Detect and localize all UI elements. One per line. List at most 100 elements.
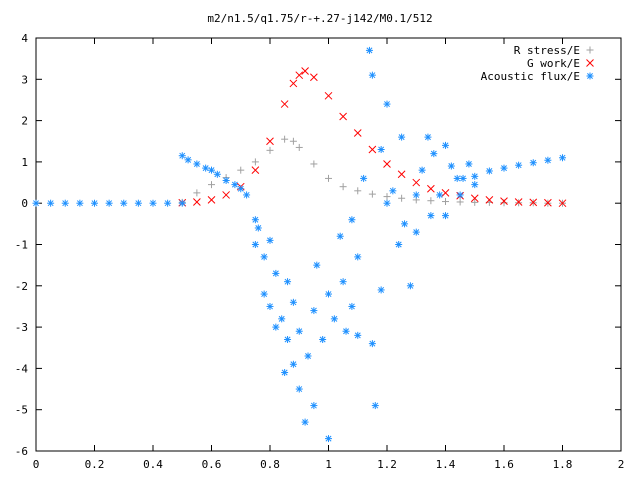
chart-title: m2/n1.5/q1.75/r-+.27-j142/M0.1/512 — [207, 12, 432, 25]
data-point — [427, 212, 435, 220]
data-point — [325, 290, 332, 298]
data-point — [544, 156, 552, 164]
data-point — [348, 302, 356, 310]
data-point — [515, 161, 523, 169]
plot-frame — [35, 37, 622, 452]
data-point — [208, 166, 215, 174]
data-point — [310, 402, 318, 410]
data-point — [222, 191, 230, 199]
data-point — [289, 79, 298, 88]
data-point — [164, 199, 172, 207]
data-point — [237, 166, 245, 174]
data-point — [243, 191, 251, 199]
data-point — [342, 327, 350, 335]
x-tick-label: 0.2 — [85, 458, 105, 471]
data-point — [471, 198, 479, 206]
data-point — [559, 154, 566, 162]
data-point — [207, 196, 216, 204]
data-point — [447, 162, 455, 170]
data-point — [365, 46, 373, 54]
data-point — [280, 100, 289, 108]
y-tick-label: -5 — [15, 404, 28, 417]
data-point — [284, 278, 292, 286]
legend-label: R stress/E — [514, 44, 580, 57]
data-point — [500, 199, 508, 207]
data-point — [202, 164, 210, 172]
data-point — [442, 198, 449, 206]
data-point — [313, 261, 321, 269]
data-marks — [32, 46, 567, 443]
x-tick-label: 1 — [325, 458, 332, 471]
data-point — [266, 302, 274, 310]
data-point — [354, 253, 362, 261]
data-point — [383, 160, 391, 168]
data-point — [105, 199, 113, 207]
data-point — [266, 146, 274, 154]
data-point — [289, 298, 297, 306]
data-point — [289, 137, 297, 145]
data-point — [254, 224, 262, 232]
data-point — [427, 197, 435, 205]
data-point — [295, 71, 304, 80]
legend-marker — [586, 59, 594, 67]
data-point — [295, 327, 303, 335]
data-point — [398, 194, 406, 202]
data-point — [471, 181, 479, 189]
data-point — [368, 190, 376, 198]
y-tick-label: 3 — [21, 73, 28, 86]
y-tick-label: -4 — [15, 362, 29, 375]
data-point — [354, 331, 362, 339]
data-point — [208, 181, 215, 189]
data-point — [284, 335, 292, 343]
data-point — [76, 199, 84, 207]
data-point — [213, 170, 221, 178]
data-point — [336, 232, 344, 240]
axis-ticks: 0 0.2 0.4 0.6 0.8 1 1.2 1.4 1.6 1.8 2 4 3 2 1 0 -1 -2 -3 -4… — [15, 32, 625, 471]
data-point — [395, 241, 403, 248]
data-point — [360, 174, 368, 182]
data-point — [301, 418, 309, 426]
data-point — [339, 183, 347, 191]
data-point — [412, 228, 420, 236]
data-point — [459, 174, 467, 182]
data-point — [237, 185, 245, 193]
data-point — [193, 189, 201, 197]
data-point — [456, 198, 464, 206]
data-point — [295, 143, 303, 151]
x-tick-label: 1.4 — [436, 458, 456, 471]
data-point — [383, 199, 391, 207]
data-point — [325, 174, 332, 182]
data-point — [304, 352, 312, 360]
data-point — [500, 197, 508, 205]
data-point — [529, 198, 538, 207]
data-point — [330, 315, 338, 323]
data-point — [441, 189, 450, 197]
data-point — [371, 402, 379, 410]
y-tick-label: -3 — [15, 321, 28, 334]
data-point — [397, 170, 406, 179]
data-point — [272, 323, 280, 331]
data-point — [401, 220, 409, 228]
data-point — [149, 199, 157, 207]
data-point — [325, 435, 332, 443]
data-point — [278, 315, 286, 323]
x-tick-label: 0 — [33, 458, 40, 471]
data-point — [310, 73, 318, 82]
y-tick-label: 1 — [21, 156, 28, 169]
data-point — [61, 199, 69, 207]
x-tick-label: 0.6 — [202, 458, 222, 471]
data-point — [465, 160, 473, 168]
data-point — [430, 150, 438, 158]
data-point — [310, 307, 318, 315]
data-point — [427, 184, 435, 193]
x-tick-label: 0.8 — [260, 458, 280, 471]
data-point — [377, 146, 385, 154]
legend-label: Acoustic flux/E — [481, 70, 580, 83]
data-point — [251, 158, 259, 166]
data-point — [295, 385, 303, 393]
data-point — [266, 236, 274, 244]
data-point — [193, 198, 201, 206]
data-point — [222, 176, 230, 184]
